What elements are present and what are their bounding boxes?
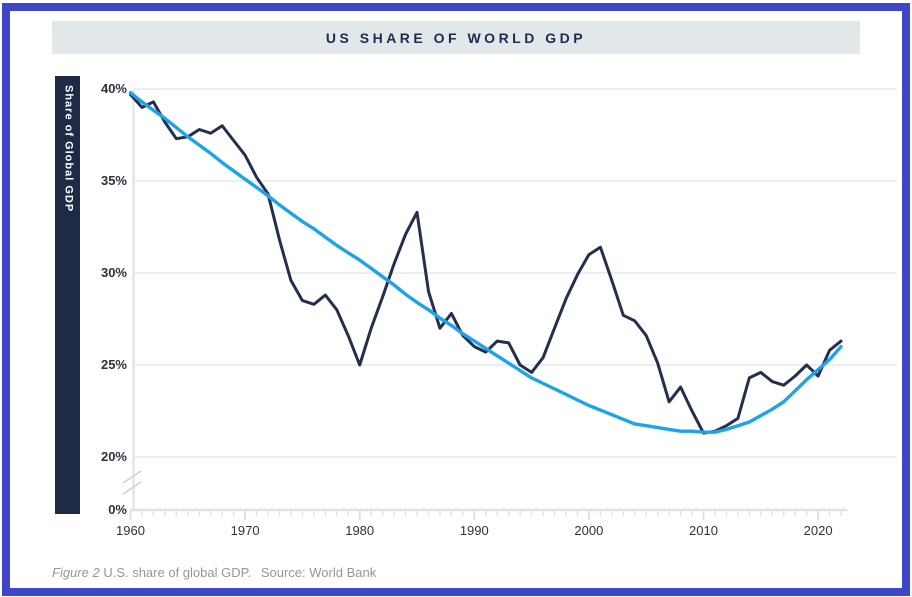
y-axis-label-bar: Share of Global GDP (55, 76, 80, 514)
x-tick-label: 2020 (803, 523, 833, 538)
gdp-share-line (129, 93, 843, 435)
x-tick-label: 2010 (689, 523, 718, 538)
y-tick-label: 35% (100, 173, 127, 188)
caption-source: Source: World Bank (260, 565, 377, 580)
y-tick-label: 25% (100, 357, 127, 372)
figure-label: Figure 2 (52, 565, 104, 580)
y-axis-label: Share of Global GDP (62, 85, 75, 213)
chart-line (122, 481, 142, 495)
trend-line (128, 90, 843, 434)
chart-title-bar: US SHARE OF WORLD GDP (52, 21, 860, 54)
caption-text: U.S. share of global GDP. (103, 565, 252, 580)
y-tick-label: 30% (100, 265, 127, 280)
x-tick-label: 1980 (345, 523, 375, 538)
x-tick-label: 2000 (574, 523, 604, 538)
y-tick-label: 0% (108, 502, 127, 517)
x-tick-label: 1970 (230, 523, 260, 538)
figure-caption: Figure 2 U.S. share of global GDP. Sourc… (52, 565, 376, 580)
y-tick-label: 40% (100, 81, 127, 96)
x-tick-label: 1960 (116, 523, 145, 538)
x-tick-label: 1990 (459, 523, 489, 538)
chart-title: US SHARE OF WORLD GDP (325, 29, 587, 46)
y-tick-label: 20% (100, 449, 127, 464)
chart-line (122, 470, 142, 484)
